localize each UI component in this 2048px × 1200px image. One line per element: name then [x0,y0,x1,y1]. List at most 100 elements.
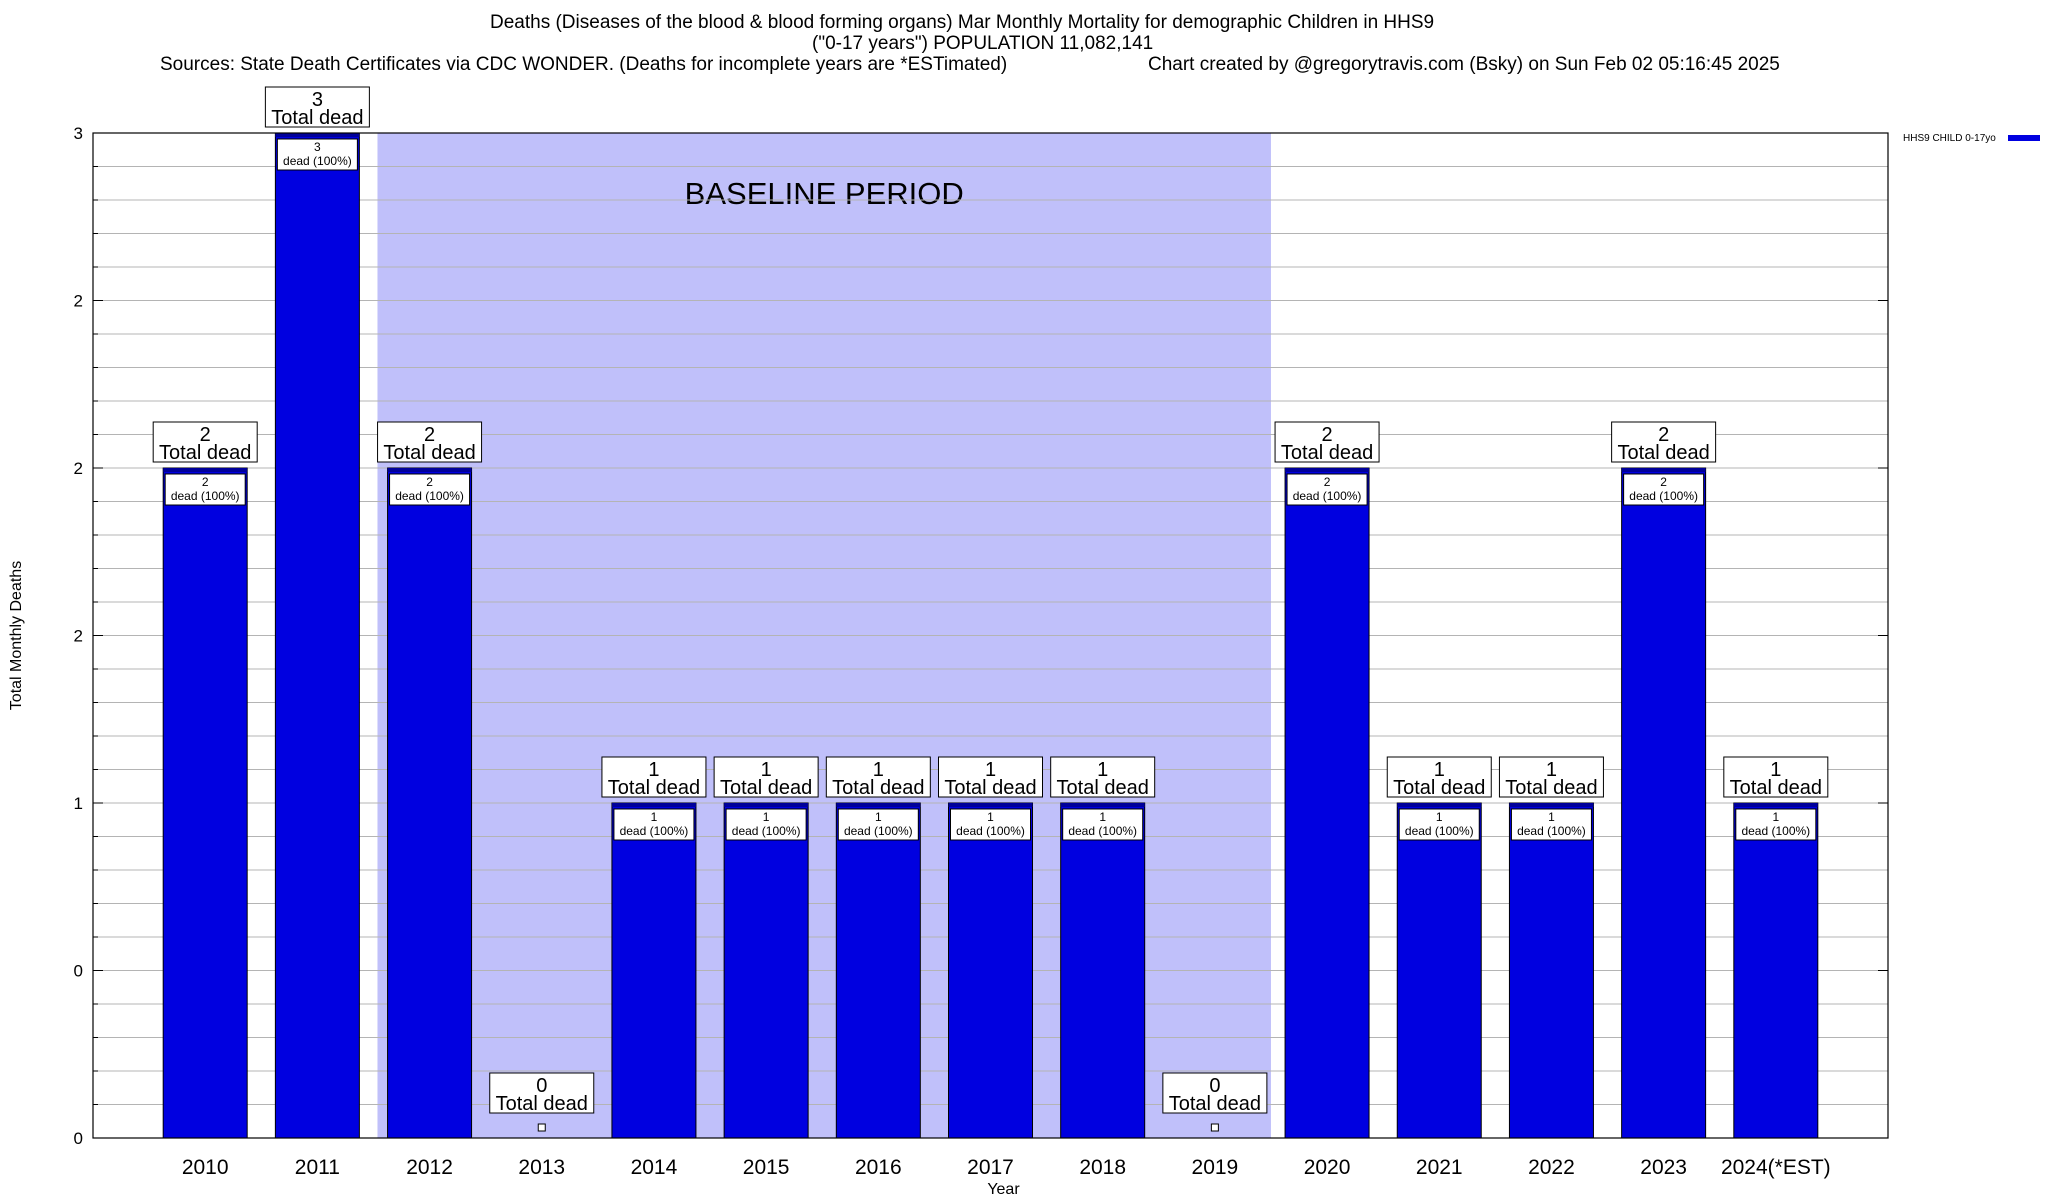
total-label-text: Total dead [159,442,251,464]
inner-label-value: 1 [1099,810,1106,824]
inner-label-value: 1 [1772,810,1779,824]
inner-label-box [1623,473,1705,506]
inner-label-box [1062,808,1144,841]
total-label-text: Total dead [1057,777,1149,799]
inner-label-box [837,808,919,841]
total-label-value: 1 [985,759,996,781]
total-label-value: 3 [312,89,323,111]
bar-cap-2024(*EST) [1733,803,1818,807]
y-tick-label: 3 [74,124,83,143]
inner-label-box [276,138,358,171]
total-label-box [264,86,370,128]
legend-layer: HHS9 CHILD 0-17yo [1903,133,2040,144]
total-label-text: Total dead [944,777,1036,799]
x-tick-label: 2020 [1304,1156,1351,1179]
legend-swatch [2008,135,2040,141]
inner-label-text: dead (100%) [620,824,689,838]
inner-label-value: 2 [426,475,433,489]
y-tick-label: 2 [74,627,83,646]
x-tick-label: 2018 [1079,1156,1126,1179]
total-label-box [1611,421,1717,463]
total-label-text: Total dead [1505,777,1597,799]
chart-source-note: Sources: State Death Certificates via CD… [160,54,1008,75]
chart-title-line2: ("0-17 years") POPULATION 11,082,141 [812,33,1154,54]
total-label-text: Total dead [271,107,363,129]
total-label-box [1386,756,1492,798]
total-label-value: 2 [424,424,435,446]
inner-label-text: dead (100%) [283,154,352,168]
inner-label-text: dead (100%) [1293,489,1362,503]
total-label-box [1498,756,1604,798]
x-tick-label: 2017 [967,1156,1014,1179]
total-label-value: 1 [1546,759,1557,781]
total-label-text: Total dead [1393,777,1485,799]
bar-cap-2023 [1621,468,1706,472]
inner-label-box [613,808,695,841]
x-tick-label: 2011 [295,1156,340,1179]
total-label-value: 0 [1209,1075,1220,1097]
total-label-box [152,421,258,463]
bar-cap-2014 [611,803,696,807]
bar-2017 [948,802,1033,1139]
x-axis-label: Year [987,1181,1020,1198]
bar-2011 [274,132,360,1139]
inner-label-text: dead (100%) [1741,824,1810,838]
total-label-box [825,756,931,798]
bar-2022 [1508,802,1594,1139]
inner-label-text: dead (100%) [844,824,913,838]
x-tick-label: 2023 [1640,1156,1687,1179]
inner-label-box [164,473,246,506]
inner-label-text: dead (100%) [1068,824,1137,838]
inner-label-box [725,808,807,841]
total-label-value: 1 [873,759,884,781]
total-label-box [713,756,819,798]
total-label-box [1162,1072,1268,1114]
inner-label-text: dead (100%) [956,824,1025,838]
inner-label-value: 2 [202,475,209,489]
baseline-label: BASELINE PERIOD [685,176,964,211]
bar-2014 [611,802,697,1139]
bar-cap-2016 [836,803,921,807]
bar-cap-2018 [1060,803,1145,807]
y-axis-label: Total Monthly Deaths [8,561,25,710]
bar-2020 [1284,467,1370,1139]
chart-title-line1: Deaths (Diseases of the blood & blood fo… [490,12,1435,33]
bar-cap-2015 [724,803,809,807]
bar-2024(*EST) [1733,802,1819,1139]
total-label-box [601,756,707,798]
y-tick-label: 0 [74,1129,83,1148]
total-label-value: 1 [648,759,659,781]
total-label-value: 2 [200,424,211,446]
total-label-value: 2 [1322,424,1333,446]
bar-2018 [1060,802,1146,1139]
inner-label-value: 2 [1324,475,1331,489]
total-label-text: Total dead [720,777,812,799]
bar-cap-2022 [1509,803,1594,807]
x-tick-label: 2015 [743,1156,790,1179]
bar-2015 [723,802,809,1139]
total-label-text: Total dead [608,777,700,799]
y-tick-label: 2 [74,459,83,478]
total-label-box [1723,756,1829,798]
x-tick-label: 2021 [1416,1156,1463,1179]
total-label-value: 1 [1097,759,1108,781]
bar-cap-2021 [1397,803,1482,807]
total-label-value: 1 [761,759,772,781]
inner-label-text: dead (100%) [1405,824,1474,838]
inner-label-value: 3 [314,140,321,154]
bar-cap-2017 [948,803,1033,807]
bar-cap-2020 [1285,468,1370,472]
total-label-box [489,1072,595,1114]
inner-label-value: 1 [1436,810,1443,824]
inner-label-value: 2 [1660,475,1667,489]
inner-label-box [1286,473,1368,506]
x-tick-label: 2010 [182,1156,229,1179]
inner-label-box [950,808,1031,841]
total-label-value: 0 [536,1075,547,1097]
inner-label-text: dead (100%) [1517,824,1586,838]
legend-label: HHS9 CHILD 0-17yo [1903,133,1996,144]
total-label-text: Total dead [1730,777,1822,799]
